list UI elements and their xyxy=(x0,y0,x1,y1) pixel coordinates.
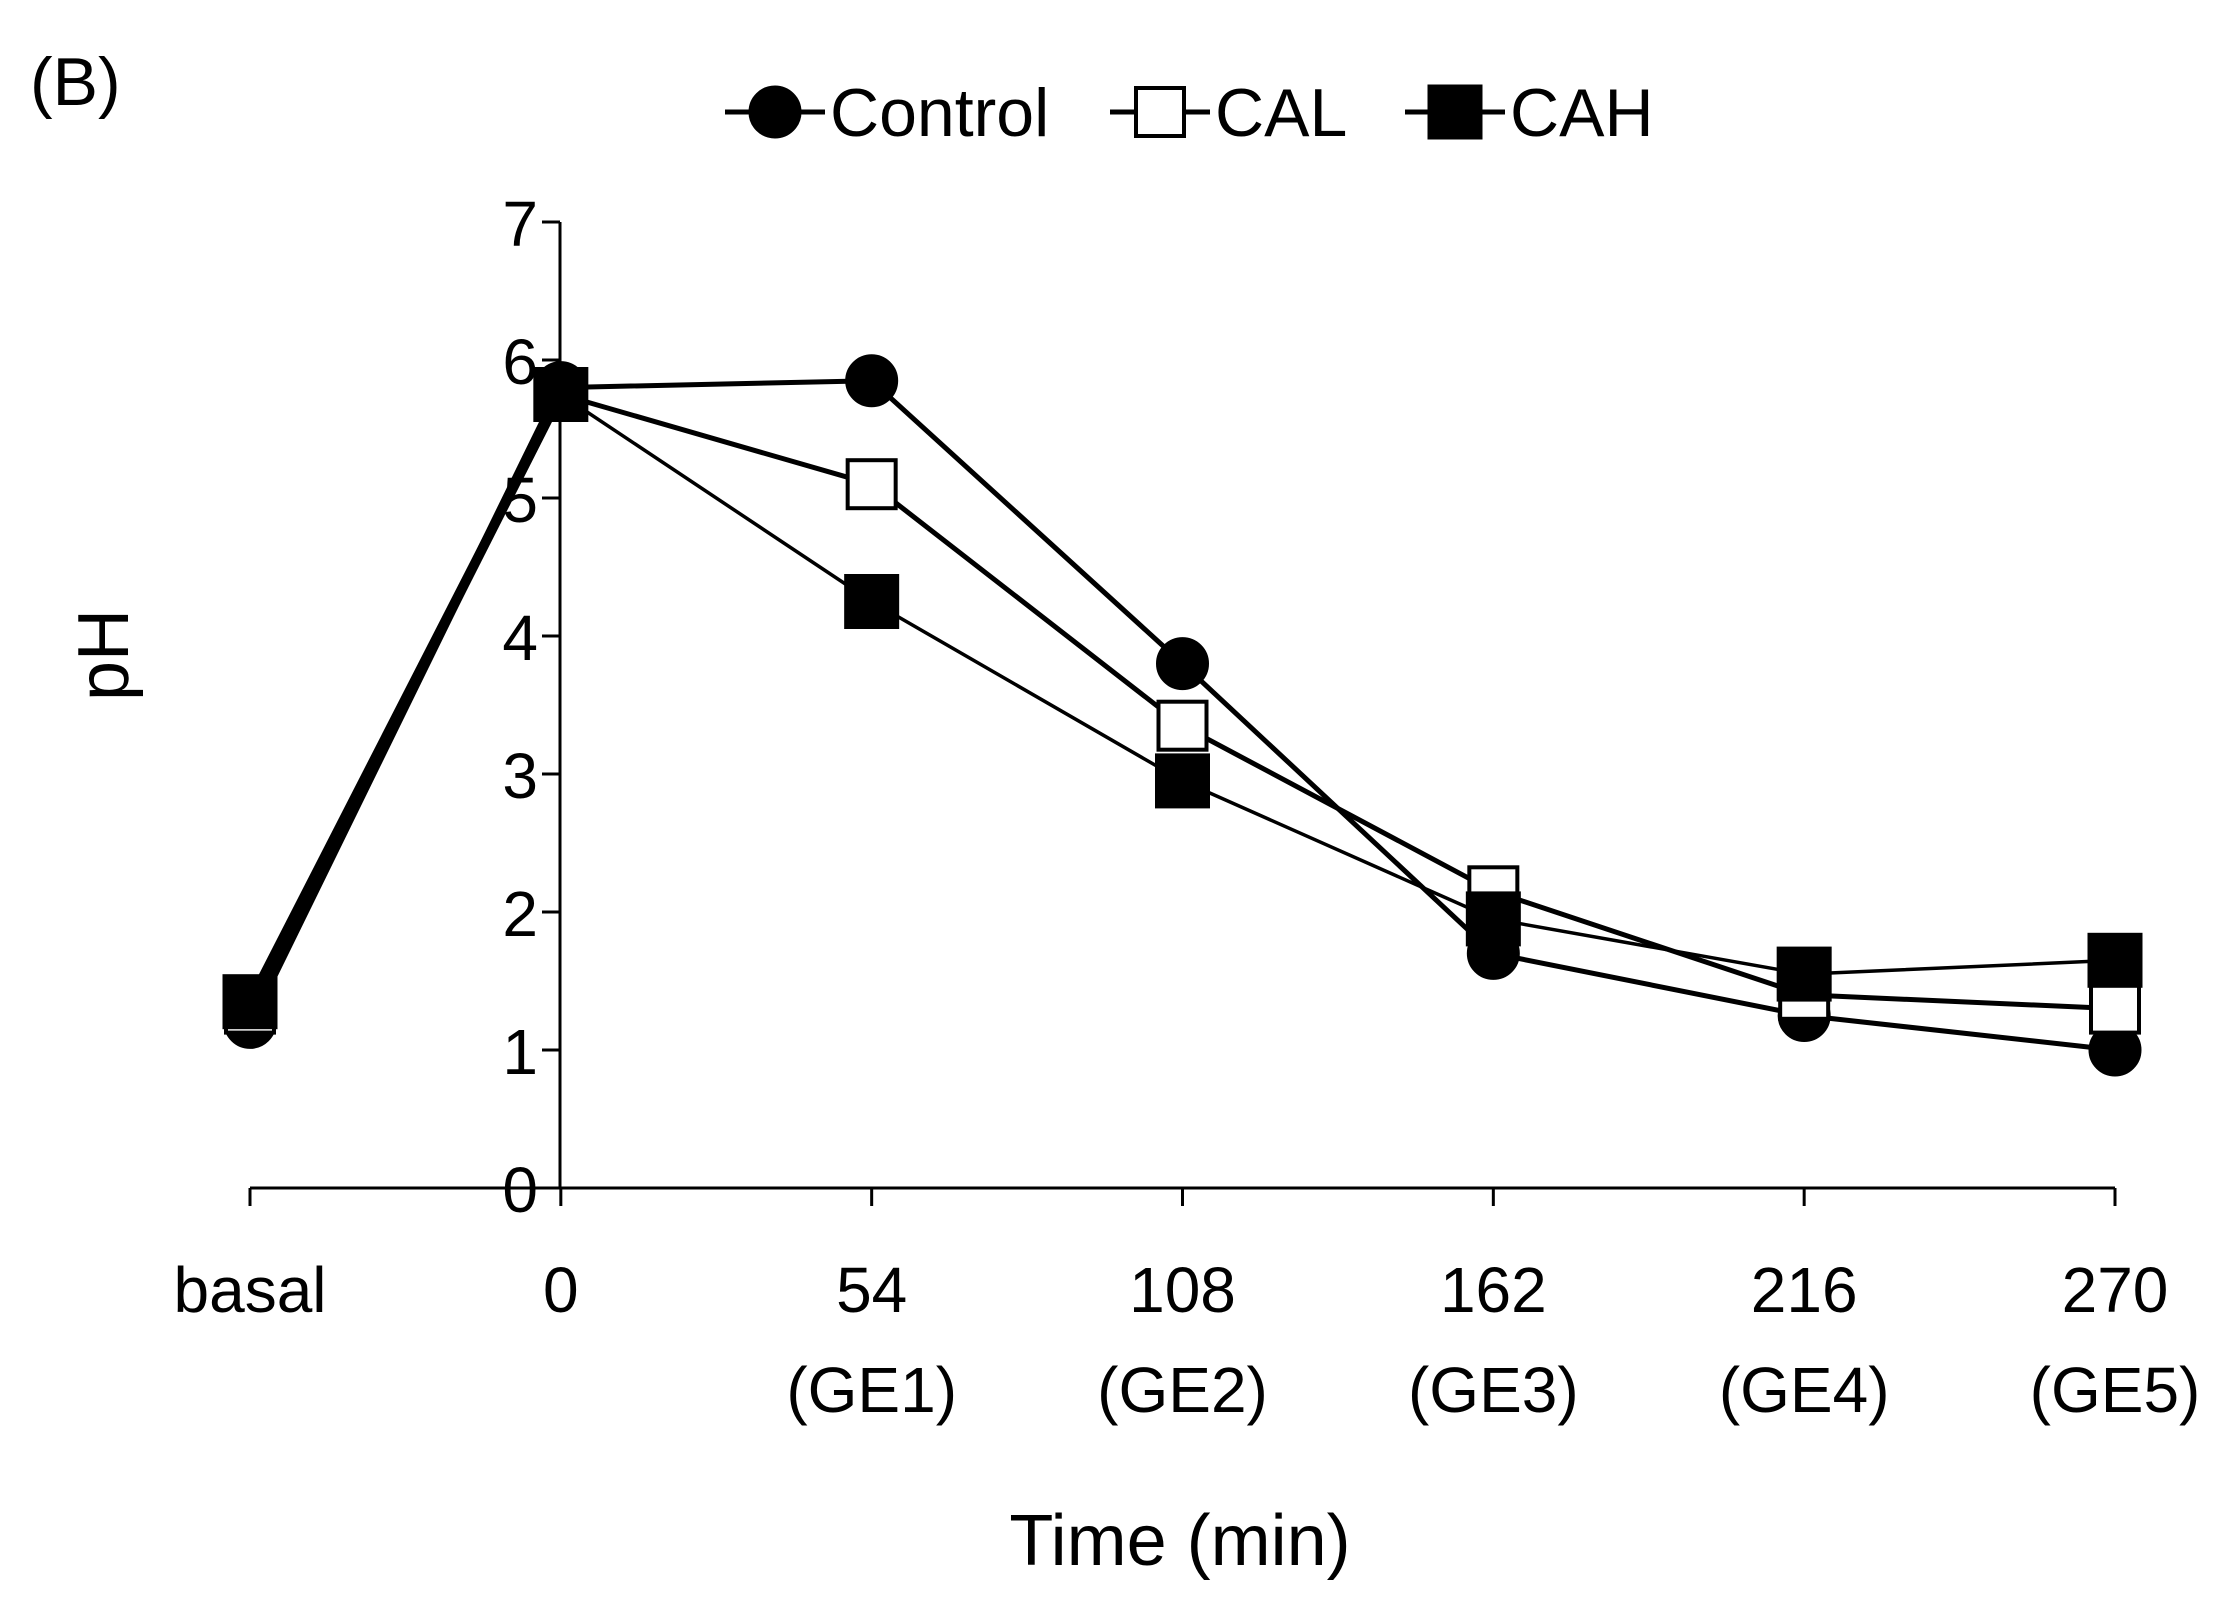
point-cah xyxy=(844,574,900,629)
x-axis-label: Time (min) xyxy=(1009,1501,1350,1581)
legend-label-cah: CAH xyxy=(1510,75,1654,151)
y-tick-label: 1 xyxy=(502,1016,538,1088)
legend-marker-cal xyxy=(1134,86,1186,138)
y-tick-label: 2 xyxy=(502,878,538,950)
x-tick-label: 162 xyxy=(1440,1254,1547,1326)
x-tick-label: basal xyxy=(174,1254,327,1326)
series-markers xyxy=(222,354,2143,1077)
x-tick-sublabel: (GE2) xyxy=(1097,1354,1268,1426)
point-control xyxy=(845,354,899,408)
point-control xyxy=(1156,637,1209,691)
y-tick-label: 3 xyxy=(502,740,538,812)
x-tick-sublabel: (GE5) xyxy=(2030,1354,2201,1426)
y-tick-label: 4 xyxy=(502,602,538,674)
legend-marker-control xyxy=(748,85,802,139)
point-cah xyxy=(2087,932,2143,988)
point-cal xyxy=(1156,699,1209,752)
legend-label-cal: CAL xyxy=(1215,75,1347,151)
x-tick-label: 0 xyxy=(543,1254,579,1326)
point-cah xyxy=(533,367,589,422)
point-cah xyxy=(1155,753,1210,809)
y-tick-label: 0 xyxy=(502,1154,538,1226)
point-cah xyxy=(1776,946,1832,1002)
legend-label-control: Control xyxy=(830,75,1049,151)
x-tick-sublabel: (GE3) xyxy=(1408,1354,1579,1426)
point-cal xyxy=(2089,982,2141,1035)
point-cal xyxy=(845,458,898,511)
y-axis-label: pH xyxy=(64,609,144,701)
x-tick-label: 270 xyxy=(2062,1254,2169,1326)
y-tick-label: 6 xyxy=(502,326,538,398)
panel-label: (B) xyxy=(30,44,121,120)
legend: Control CAL CAH xyxy=(725,75,1654,151)
point-cah xyxy=(222,974,278,1030)
legend-marker-cah xyxy=(1427,84,1483,140)
x-tick-sublabel: (GE1) xyxy=(786,1354,957,1426)
point-cah xyxy=(1465,891,1521,947)
x-tick-sublabel: (GE4) xyxy=(1719,1354,1890,1426)
y-tick-label: 7 xyxy=(502,188,538,260)
x-tick-label: 216 xyxy=(1751,1254,1858,1326)
series-segment-cah xyxy=(245,392,565,1004)
x-tick-label: 108 xyxy=(1129,1254,1236,1326)
x-tick-label: 54 xyxy=(836,1254,907,1326)
